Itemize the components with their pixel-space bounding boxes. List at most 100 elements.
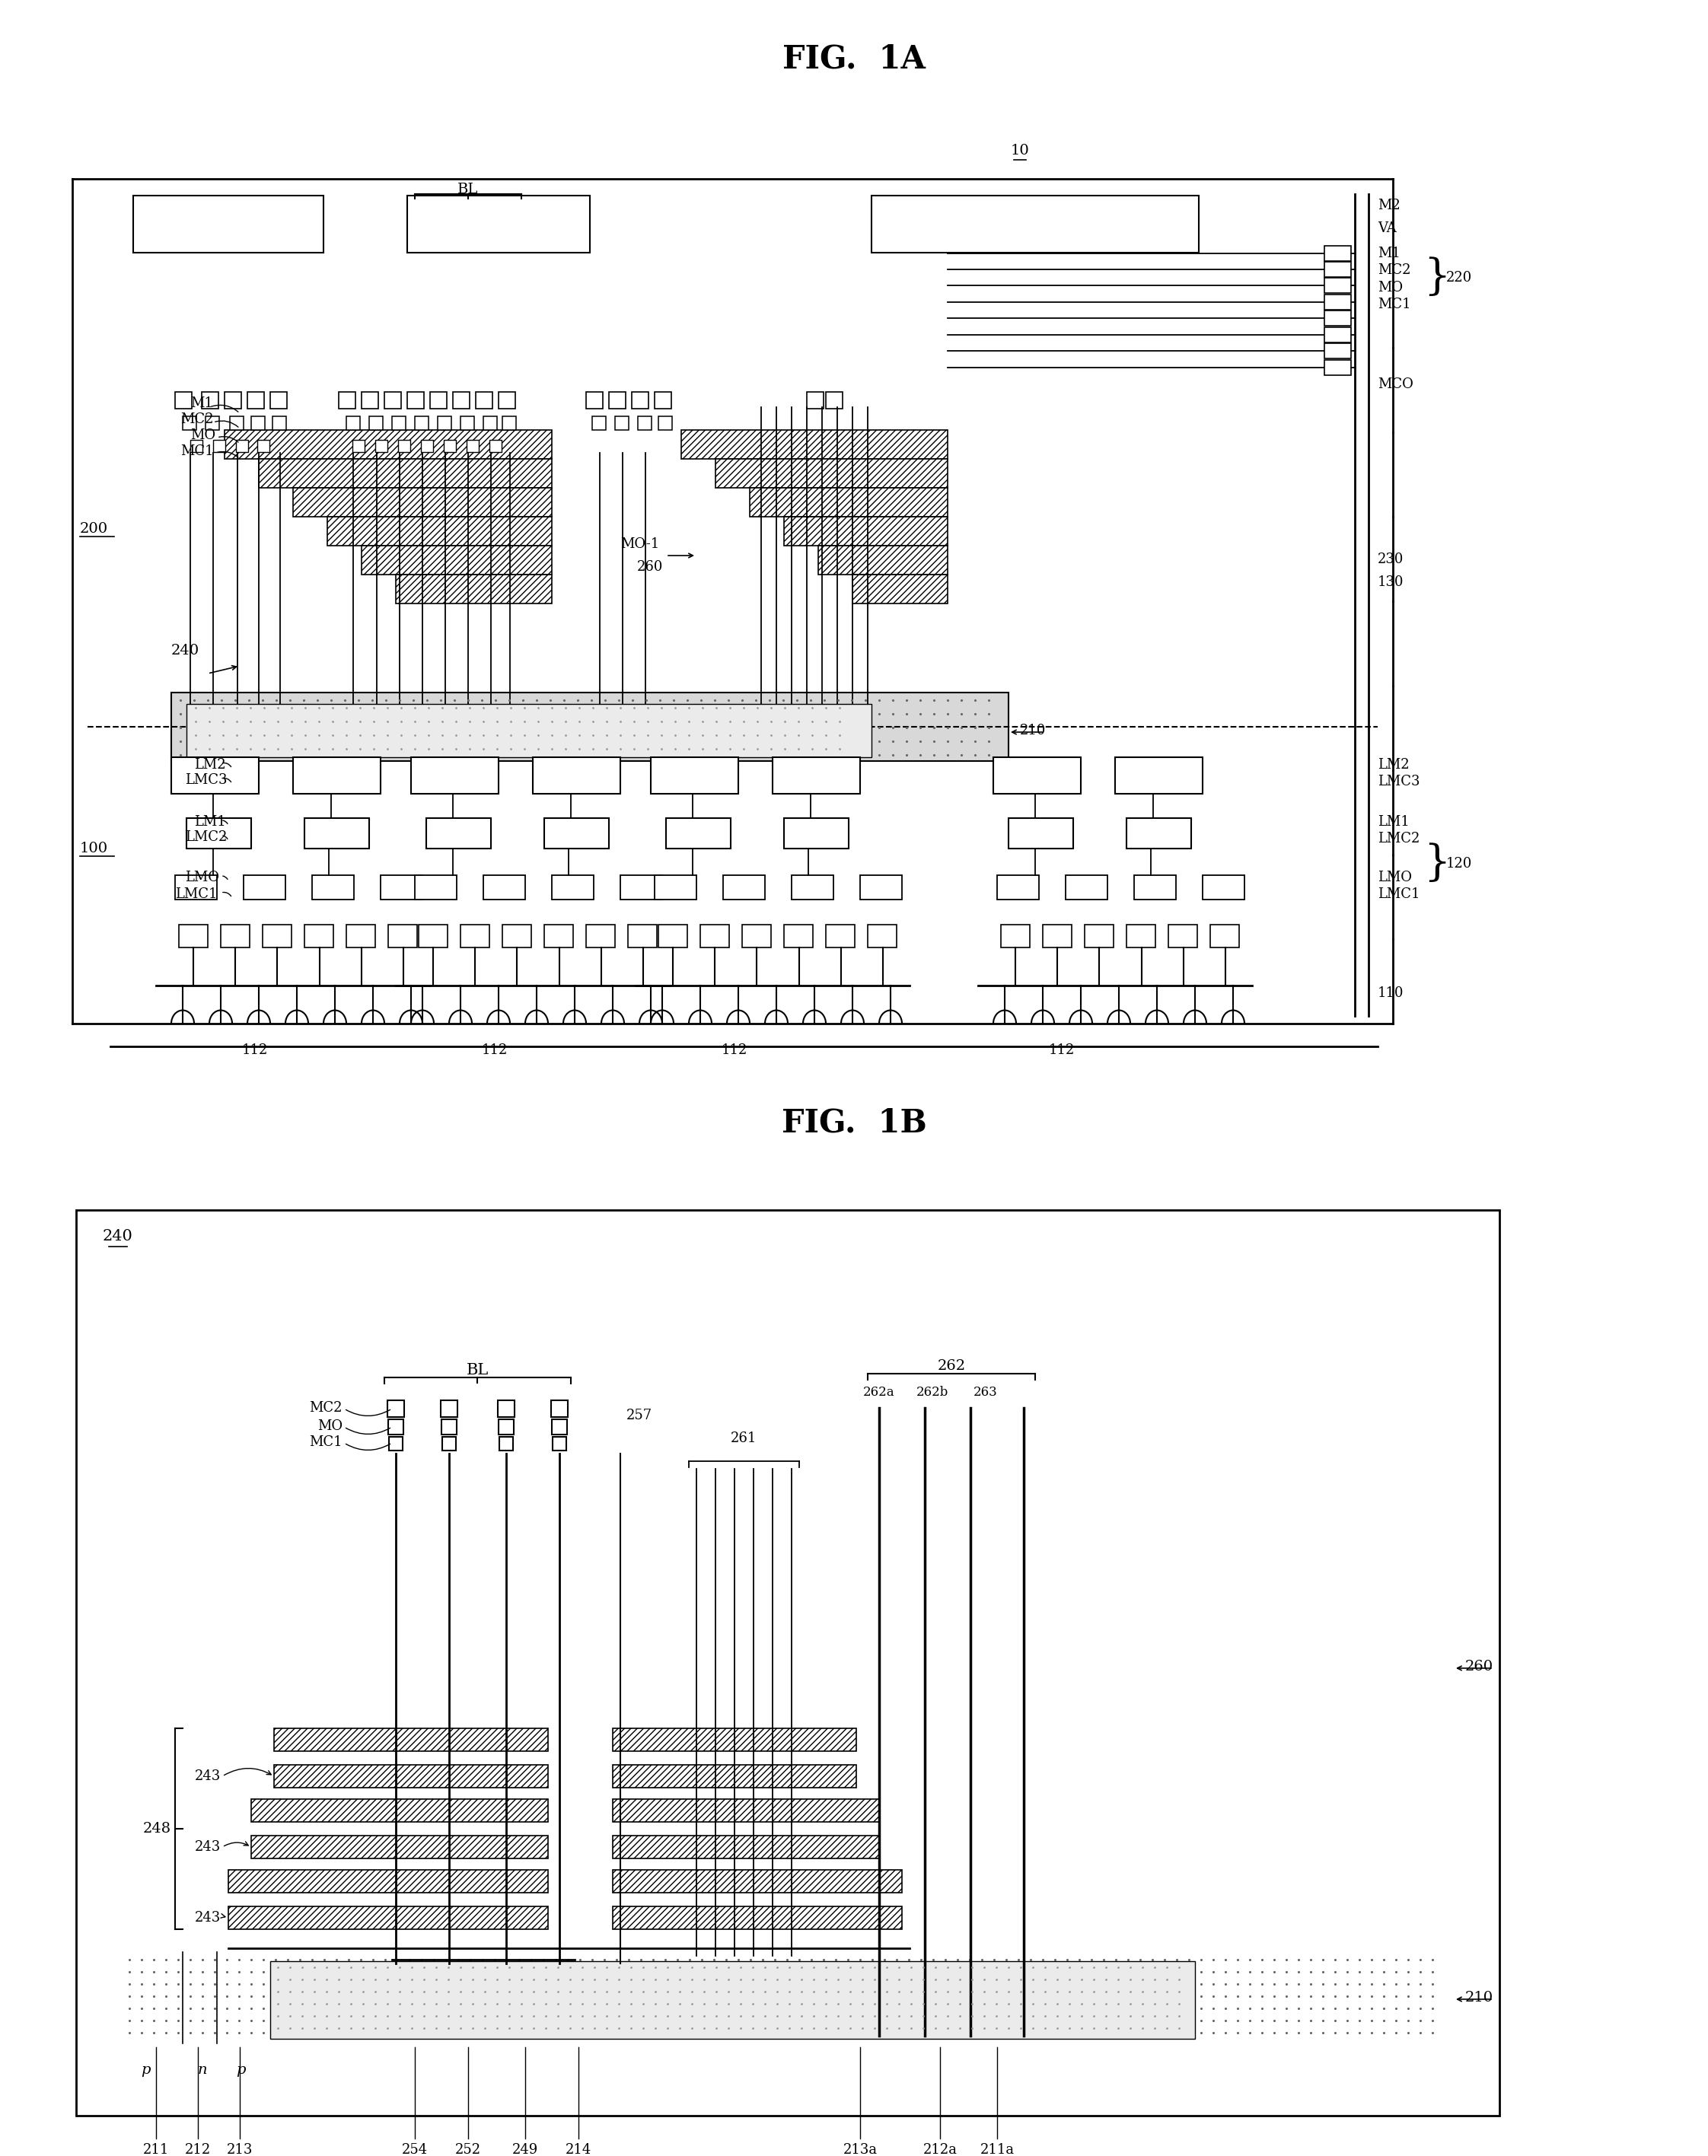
Bar [415, 875, 456, 899]
Bar [610, 392, 625, 410]
Text: M1: M1 [1378, 246, 1401, 261]
Bar [186, 705, 871, 757]
Bar [388, 1419, 403, 1434]
Text: 260: 260 [1465, 1660, 1493, 1673]
Text: 240: 240 [102, 1229, 133, 1244]
Bar [784, 925, 813, 946]
Bar [313, 875, 354, 899]
Bar [483, 875, 524, 899]
Bar [369, 416, 383, 429]
Bar [220, 925, 249, 946]
Bar [236, 440, 248, 453]
Text: MC2: MC2 [181, 412, 214, 427]
Bar [613, 1869, 902, 1893]
Bar [1008, 817, 1073, 849]
Bar [552, 1419, 567, 1434]
Bar [461, 416, 475, 429]
Bar [376, 440, 388, 453]
Text: LMO: LMO [1378, 871, 1413, 884]
Bar [251, 1798, 548, 1822]
Bar [338, 392, 355, 410]
Bar [442, 1436, 456, 1451]
Text: BL: BL [458, 183, 478, 196]
Text: 249: 249 [512, 2143, 538, 2156]
Bar [750, 487, 948, 517]
Bar [654, 392, 671, 410]
Text: LMC3: LMC3 [1378, 774, 1419, 789]
Bar [1324, 328, 1351, 343]
Text: 263: 263 [974, 1386, 997, 1399]
Bar [229, 1869, 548, 1893]
Bar [637, 416, 651, 429]
Bar [722, 875, 765, 899]
Bar [251, 416, 265, 429]
Text: MC1: MC1 [309, 1436, 343, 1449]
Bar [997, 875, 1038, 899]
Bar [270, 1962, 1196, 2040]
Bar [224, 392, 241, 410]
Bar [214, 440, 225, 453]
Bar [1134, 875, 1177, 899]
Bar [420, 440, 434, 453]
Text: MC2: MC2 [1378, 263, 1411, 276]
Bar [852, 576, 948, 604]
Bar [868, 925, 897, 946]
Bar [483, 416, 497, 429]
Text: 100: 100 [80, 841, 108, 856]
Bar [328, 517, 552, 545]
Text: 120: 120 [1447, 856, 1472, 871]
Bar [388, 1399, 405, 1416]
Text: 262: 262 [938, 1358, 965, 1373]
Bar [502, 925, 531, 946]
Bar [772, 757, 861, 793]
Bar [389, 1436, 403, 1451]
Text: 260: 260 [637, 561, 663, 573]
Text: VA: VA [1378, 222, 1397, 235]
Bar [273, 416, 287, 429]
Text: 248: 248 [143, 1822, 171, 1835]
Bar [133, 196, 323, 252]
Text: 200: 200 [80, 522, 108, 535]
Text: 112: 112 [1049, 1044, 1074, 1056]
Bar [827, 925, 854, 946]
Bar [461, 925, 490, 946]
Bar [1211, 925, 1238, 946]
Bar [681, 429, 948, 459]
Bar [791, 875, 834, 899]
Text: 214: 214 [565, 2143, 591, 2156]
Text: 243: 243 [195, 1910, 220, 1925]
Bar [700, 925, 729, 946]
Text: 262a: 262a [863, 1386, 895, 1399]
Bar [171, 757, 260, 793]
Bar [632, 392, 649, 410]
Text: 257: 257 [627, 1408, 652, 1423]
Text: 112: 112 [243, 1044, 268, 1056]
Bar [441, 1419, 456, 1434]
Text: LM1: LM1 [195, 815, 225, 828]
Text: MCO: MCO [1378, 377, 1413, 390]
Bar [273, 1729, 548, 1751]
Text: 212a: 212a [922, 2143, 956, 2156]
Bar [248, 392, 265, 410]
Bar [1324, 343, 1351, 358]
Bar [294, 487, 552, 517]
Bar [784, 817, 849, 849]
Text: MC2: MC2 [309, 1401, 343, 1414]
Bar [499, 1436, 512, 1451]
Bar [183, 416, 196, 429]
Text: 112: 112 [721, 1044, 748, 1056]
Text: LMC1: LMC1 [1378, 888, 1419, 901]
Text: }: } [1423, 843, 1450, 884]
Bar [362, 392, 377, 410]
Text: LMO: LMO [184, 871, 219, 884]
Text: MC1: MC1 [181, 444, 214, 457]
Bar [118, 1951, 1454, 2044]
Bar [490, 440, 502, 453]
Bar [260, 459, 552, 487]
Bar [716, 459, 948, 487]
Bar [1044, 925, 1071, 946]
Bar [593, 416, 606, 429]
Bar [994, 757, 1081, 793]
Bar [362, 545, 552, 576]
Text: LMC2: LMC2 [184, 830, 227, 843]
